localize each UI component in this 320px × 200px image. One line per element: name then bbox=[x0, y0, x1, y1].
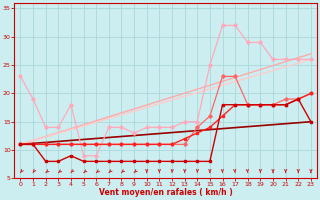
X-axis label: Vent moyen/en rafales ( km/h ): Vent moyen/en rafales ( km/h ) bbox=[99, 188, 233, 197]
